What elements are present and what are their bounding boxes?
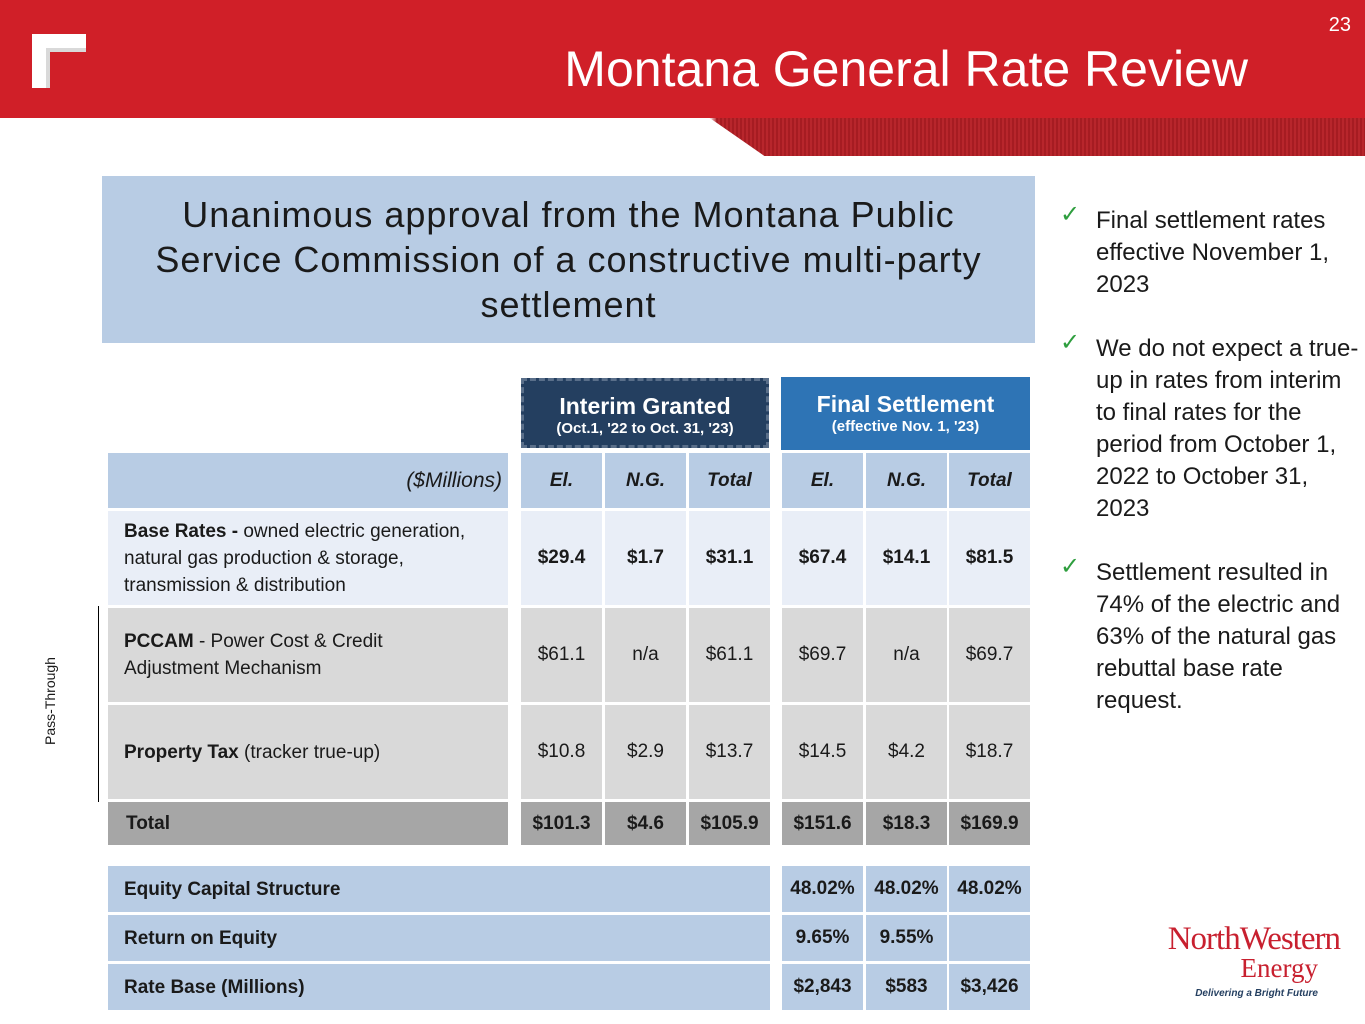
bullet-text: Settlement resulted in 74% of the electr… — [1096, 559, 1341, 714]
roe-value: 9.55% — [866, 915, 947, 961]
pccam-value: n/a — [605, 608, 686, 702]
pass-through-bracket — [98, 606, 99, 802]
pccam-value: $69.7 — [949, 608, 1030, 702]
base-rates-value: $29.4 — [521, 511, 602, 605]
roe-value: 9.65% — [782, 915, 863, 961]
checkmark-icon: ✓ — [1060, 201, 1081, 228]
corner-logo-icon — [32, 34, 86, 88]
pccam-value: $61.1 — [521, 608, 602, 702]
list-item: ✓ We do not expect a true-up in rates fr… — [1060, 329, 1360, 525]
company-logo: NorthWestern Energy Delivering a Bright … — [1130, 921, 1341, 999]
bullet-text: We do not expect a true-up in rates from… — [1096, 335, 1359, 522]
logo-energy: Energy — [1240, 953, 1318, 983]
col-interim-el: El. — [521, 453, 602, 508]
logo-tagline: Delivering a Bright Future — [1195, 988, 1318, 999]
property-tax-value: $10.8 — [521, 705, 602, 799]
property-tax-value: $4.2 — [866, 705, 947, 799]
col-final-total: Total — [949, 453, 1030, 508]
row-label-equity: Equity Capital Structure — [108, 866, 770, 912]
base-rates-value: $31.1 — [689, 511, 770, 605]
col-final-el: El. — [782, 453, 863, 508]
rate-base-value: $2,843 — [782, 964, 863, 1010]
page-title: Montana General Rate Review — [564, 41, 1248, 97]
property-tax-value: $13.7 — [689, 705, 770, 799]
pccam-label-bold: PCCAM — [124, 631, 194, 652]
final-subtitle: (effective Nov. 1, '23) — [831, 418, 980, 435]
final-settlement-header: Final Settlement (effective Nov. 1, '23) — [781, 377, 1030, 450]
property-tax-value: $2.9 — [605, 705, 686, 799]
bullet-text: Final settlement rates effective Novembe… — [1096, 207, 1330, 298]
total-value: $101.3 — [521, 802, 602, 845]
total-value: $169.9 — [949, 802, 1030, 845]
row-label-rate-base: Rate Base (Millions) — [108, 964, 770, 1010]
property-tax-label-bold: Property Tax — [124, 741, 239, 763]
base-rates-label-rest: owned electric generation, natural gas p… — [124, 520, 466, 596]
units-label: ($Millions) — [108, 453, 508, 508]
rate-base-value: $3,426 — [949, 964, 1030, 1010]
pass-through-label: Pass-Through — [42, 657, 58, 745]
col-final-ng: N.G. — [866, 453, 947, 508]
base-rates-value: $67.4 — [782, 511, 863, 605]
col-interim-total: Total — [689, 453, 770, 508]
roe-value — [949, 915, 1030, 961]
property-tax-label-rest: (tracker true-up) — [238, 741, 381, 763]
list-item: ✓ Final settlement rates effective Novem… — [1060, 201, 1360, 301]
equity-value: 48.02% — [866, 866, 947, 912]
total-value: $105.9 — [689, 802, 770, 845]
rate-base-value: $583 — [866, 964, 947, 1010]
page-number: 23 — [1328, 14, 1351, 36]
pccam-label-rest: - Power Cost & Credit Adjustment Mechani… — [124, 631, 383, 679]
equity-value: 48.02% — [949, 866, 1030, 912]
base-rates-value: $1.7 — [605, 511, 686, 605]
row-label-total: Total — [108, 802, 508, 845]
final-title: Final Settlement — [816, 391, 995, 417]
bullet-list: ✓ Final settlement rates effective Novem… — [1060, 201, 1360, 749]
total-value: $4.6 — [605, 802, 686, 845]
row-label-roe: Return on Equity — [108, 915, 770, 961]
equity-value: 48.02% — [782, 866, 863, 912]
pccam-value: $69.7 — [782, 608, 863, 702]
base-rates-value: $14.1 — [866, 511, 947, 605]
header-stripe — [0, 118, 1365, 156]
base-rates-label-bold: Base Rates - — [124, 520, 239, 542]
approval-text: Unanimous approval from the Montana Publ… — [155, 194, 982, 325]
property-tax-value: $18.7 — [949, 705, 1030, 799]
header-bar — [0, 0, 1365, 118]
checkmark-icon: ✓ — [1060, 329, 1081, 356]
pccam-value: $61.1 — [689, 608, 770, 702]
base-rates-value: $81.5 — [949, 511, 1030, 605]
total-value: $151.6 — [782, 802, 863, 845]
approval-banner: Unanimous approval from the Montana Publ… — [102, 176, 1035, 343]
pccam-value: n/a — [866, 608, 947, 702]
interim-title: Interim Granted — [559, 393, 731, 419]
col-interim-ng: N.G. — [605, 453, 686, 508]
list-item: ✓ Settlement resulted in 74% of the elec… — [1060, 553, 1360, 717]
property-tax-value: $14.5 — [782, 705, 863, 799]
total-value: $18.3 — [866, 802, 947, 845]
checkmark-icon: ✓ — [1060, 553, 1081, 580]
row-label-property-tax: Property Tax (tracker true-up) — [108, 705, 508, 799]
interim-granted-header: Interim Granted (Oct.1, '22 to Oct. 31, … — [521, 378, 769, 448]
row-label-base-rates: Base Rates - owned electric generation, … — [108, 511, 508, 605]
interim-subtitle: (Oct.1, '22 to Oct. 31, '23) — [556, 420, 734, 437]
row-label-pccam: PCCAM - Power Cost & Credit Adjustment M… — [108, 608, 508, 702]
logo-name: NorthWestern — [1167, 921, 1341, 957]
